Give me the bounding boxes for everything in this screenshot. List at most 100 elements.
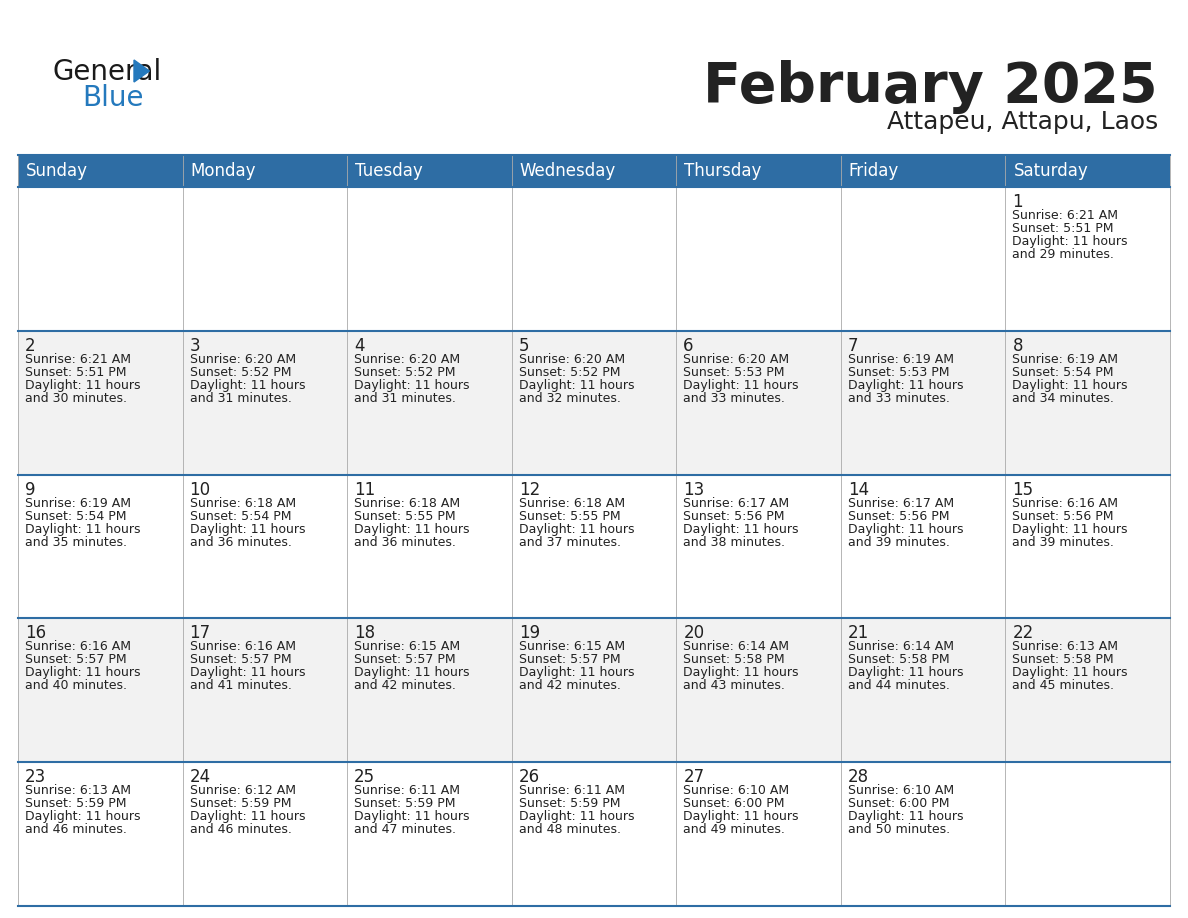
Text: 15: 15 xyxy=(1012,481,1034,498)
Text: 1: 1 xyxy=(1012,193,1023,211)
Text: Sunset: 5:52 PM: Sunset: 5:52 PM xyxy=(354,365,456,379)
Text: Sunrise: 6:20 AM: Sunrise: 6:20 AM xyxy=(519,353,625,365)
Text: Daylight: 11 hours: Daylight: 11 hours xyxy=(519,666,634,679)
Text: and 39 minutes.: and 39 minutes. xyxy=(1012,535,1114,549)
Text: and 45 minutes.: and 45 minutes. xyxy=(1012,679,1114,692)
Text: and 33 minutes.: and 33 minutes. xyxy=(683,392,785,405)
Text: and 42 minutes.: and 42 minutes. xyxy=(354,679,456,692)
Text: Daylight: 11 hours: Daylight: 11 hours xyxy=(25,666,140,679)
Text: Daylight: 11 hours: Daylight: 11 hours xyxy=(848,666,963,679)
Text: Sunday: Sunday xyxy=(26,162,88,180)
Text: Sunrise: 6:12 AM: Sunrise: 6:12 AM xyxy=(190,784,296,797)
Text: Sunset: 5:59 PM: Sunset: 5:59 PM xyxy=(25,797,126,811)
Text: Sunrise: 6:13 AM: Sunrise: 6:13 AM xyxy=(1012,641,1118,654)
Text: 25: 25 xyxy=(354,768,375,786)
Text: Sunrise: 6:20 AM: Sunrise: 6:20 AM xyxy=(683,353,789,365)
Bar xyxy=(18,762,1170,906)
Text: Daylight: 11 hours: Daylight: 11 hours xyxy=(354,811,469,823)
Text: Sunset: 5:58 PM: Sunset: 5:58 PM xyxy=(1012,654,1114,666)
Text: General: General xyxy=(52,58,162,86)
Text: 9: 9 xyxy=(25,481,36,498)
Text: Sunset: 5:52 PM: Sunset: 5:52 PM xyxy=(519,365,620,379)
Text: Sunset: 5:51 PM: Sunset: 5:51 PM xyxy=(25,365,126,379)
Text: and 47 minutes.: and 47 minutes. xyxy=(354,823,456,836)
Text: 24: 24 xyxy=(190,768,210,786)
Text: Sunrise: 6:21 AM: Sunrise: 6:21 AM xyxy=(25,353,131,365)
Text: and 40 minutes.: and 40 minutes. xyxy=(25,679,127,692)
Text: Sunrise: 6:15 AM: Sunrise: 6:15 AM xyxy=(354,641,460,654)
Text: Sunset: 5:51 PM: Sunset: 5:51 PM xyxy=(1012,222,1114,235)
Text: Sunrise: 6:19 AM: Sunrise: 6:19 AM xyxy=(848,353,954,365)
Text: 5: 5 xyxy=(519,337,529,354)
Text: Sunrise: 6:10 AM: Sunrise: 6:10 AM xyxy=(683,784,789,797)
Text: 20: 20 xyxy=(683,624,704,643)
Bar xyxy=(1005,155,1170,187)
Text: Sunrise: 6:20 AM: Sunrise: 6:20 AM xyxy=(354,353,460,365)
Text: Sunrise: 6:13 AM: Sunrise: 6:13 AM xyxy=(25,784,131,797)
Text: and 35 minutes.: and 35 minutes. xyxy=(25,535,127,549)
Text: and 30 minutes.: and 30 minutes. xyxy=(25,392,127,405)
Text: Daylight: 11 hours: Daylight: 11 hours xyxy=(25,522,140,535)
Text: Sunset: 5:54 PM: Sunset: 5:54 PM xyxy=(190,509,291,522)
Text: and 36 minutes.: and 36 minutes. xyxy=(190,535,291,549)
Text: Sunset: 5:59 PM: Sunset: 5:59 PM xyxy=(354,797,456,811)
Text: and 32 minutes.: and 32 minutes. xyxy=(519,392,620,405)
Text: and 31 minutes.: and 31 minutes. xyxy=(190,392,291,405)
Text: Thursday: Thursday xyxy=(684,162,762,180)
Text: 17: 17 xyxy=(190,624,210,643)
Text: Sunset: 5:55 PM: Sunset: 5:55 PM xyxy=(354,509,456,522)
Text: Daylight: 11 hours: Daylight: 11 hours xyxy=(1012,522,1127,535)
Text: Sunrise: 6:18 AM: Sunrise: 6:18 AM xyxy=(519,497,625,509)
Text: and 36 minutes.: and 36 minutes. xyxy=(354,535,456,549)
Bar xyxy=(18,187,1170,330)
Text: Sunrise: 6:10 AM: Sunrise: 6:10 AM xyxy=(848,784,954,797)
Text: 23: 23 xyxy=(25,768,46,786)
Text: 8: 8 xyxy=(1012,337,1023,354)
Text: Sunset: 5:57 PM: Sunset: 5:57 PM xyxy=(25,654,127,666)
Text: Daylight: 11 hours: Daylight: 11 hours xyxy=(683,811,798,823)
Text: Daylight: 11 hours: Daylight: 11 hours xyxy=(848,522,963,535)
Text: and 42 minutes.: and 42 minutes. xyxy=(519,679,620,692)
Text: Sunrise: 6:18 AM: Sunrise: 6:18 AM xyxy=(354,497,460,509)
Text: Daylight: 11 hours: Daylight: 11 hours xyxy=(683,666,798,679)
Text: Sunrise: 6:14 AM: Sunrise: 6:14 AM xyxy=(848,641,954,654)
Text: and 46 minutes.: and 46 minutes. xyxy=(25,823,127,836)
Text: Sunrise: 6:21 AM: Sunrise: 6:21 AM xyxy=(1012,209,1118,222)
Text: Sunset: 5:57 PM: Sunset: 5:57 PM xyxy=(190,654,291,666)
Text: Attapeu, Attapu, Laos: Attapeu, Attapu, Laos xyxy=(886,110,1158,134)
Text: Daylight: 11 hours: Daylight: 11 hours xyxy=(683,379,798,392)
Text: Sunrise: 6:11 AM: Sunrise: 6:11 AM xyxy=(519,784,625,797)
Text: 14: 14 xyxy=(848,481,868,498)
Bar xyxy=(676,155,841,187)
Text: February 2025: February 2025 xyxy=(703,60,1158,114)
Text: Sunset: 5:56 PM: Sunset: 5:56 PM xyxy=(1012,509,1114,522)
Text: 12: 12 xyxy=(519,481,541,498)
Text: Daylight: 11 hours: Daylight: 11 hours xyxy=(519,379,634,392)
Text: 2: 2 xyxy=(25,337,36,354)
Text: and 34 minutes.: and 34 minutes. xyxy=(1012,392,1114,405)
Text: 13: 13 xyxy=(683,481,704,498)
Text: Monday: Monday xyxy=(190,162,257,180)
Text: and 49 minutes.: and 49 minutes. xyxy=(683,823,785,836)
Text: Daylight: 11 hours: Daylight: 11 hours xyxy=(519,522,634,535)
Text: Daylight: 11 hours: Daylight: 11 hours xyxy=(190,379,305,392)
Text: 4: 4 xyxy=(354,337,365,354)
Text: 7: 7 xyxy=(848,337,859,354)
Text: Saturday: Saturday xyxy=(1013,162,1088,180)
Text: and 43 minutes.: and 43 minutes. xyxy=(683,679,785,692)
Text: and 29 minutes.: and 29 minutes. xyxy=(1012,248,1114,261)
Text: Sunset: 6:00 PM: Sunset: 6:00 PM xyxy=(683,797,785,811)
Bar xyxy=(18,155,183,187)
Bar xyxy=(347,155,512,187)
Bar xyxy=(18,475,1170,619)
Text: Sunset: 5:58 PM: Sunset: 5:58 PM xyxy=(848,654,949,666)
Text: Daylight: 11 hours: Daylight: 11 hours xyxy=(683,522,798,535)
Text: Daylight: 11 hours: Daylight: 11 hours xyxy=(190,522,305,535)
Text: Sunrise: 6:17 AM: Sunrise: 6:17 AM xyxy=(683,497,789,509)
Text: 10: 10 xyxy=(190,481,210,498)
Text: and 46 minutes.: and 46 minutes. xyxy=(190,823,291,836)
Text: Daylight: 11 hours: Daylight: 11 hours xyxy=(354,666,469,679)
Text: Friday: Friday xyxy=(849,162,899,180)
Text: Daylight: 11 hours: Daylight: 11 hours xyxy=(848,811,963,823)
Text: Sunrise: 6:19 AM: Sunrise: 6:19 AM xyxy=(25,497,131,509)
